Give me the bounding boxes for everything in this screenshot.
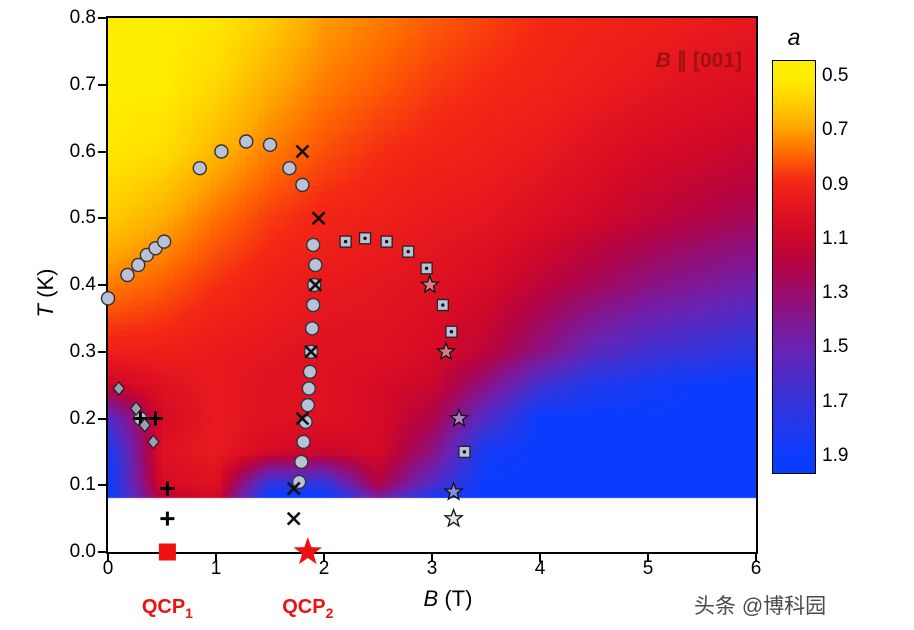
circle-marker — [239, 134, 254, 149]
y-tick-label: 0.8 — [69, 7, 96, 28]
circle-marker — [262, 137, 278, 153]
x-marker — [304, 344, 318, 359]
circle-marker — [305, 237, 321, 253]
x-tick-label: 2 — [318, 558, 330, 579]
x-axis-label: B (T) — [423, 586, 473, 611]
colorbar-tick-label: 1.7 — [822, 390, 849, 412]
circle-marker — [100, 291, 116, 306]
diamond-marker — [147, 434, 160, 450]
qcp2-red-star — [293, 537, 323, 565]
square-marker-dot — [449, 330, 454, 334]
x-marker — [295, 411, 310, 426]
x-tick-mark — [107, 554, 109, 562]
circle-marker — [305, 297, 321, 313]
circle-marker — [304, 321, 320, 336]
qcp1-label: QCP1 — [141, 596, 193, 621]
star-marker — [448, 407, 470, 428]
circle-marker — [302, 364, 318, 379]
x-tick-label: 4 — [534, 558, 546, 579]
colorbar-tick-label: 1.1 — [822, 227, 849, 249]
y-tick-mark — [98, 284, 106, 286]
y-tick-label: 0.7 — [69, 73, 96, 95]
colorbar-tick-label: 0.5 — [822, 65, 849, 87]
colorbar-tick-label: 0.7 — [822, 119, 849, 141]
colorbar — [772, 60, 816, 474]
diamond-marker — [112, 380, 126, 396]
star-marker — [443, 507, 464, 528]
plus-marker — [160, 481, 175, 496]
data-markers-layer — [100, 134, 471, 565]
circle-marker — [214, 144, 229, 159]
qcp2-label: QCP2 — [282, 596, 334, 621]
plus-marker — [160, 511, 175, 526]
y-tick-label: 0.6 — [69, 140, 96, 162]
x-tick-label: 6 — [750, 558, 762, 579]
x-tick-mark — [539, 554, 541, 562]
x-tick-mark — [647, 554, 649, 562]
y-tick-mark — [98, 17, 106, 19]
x-tick-label: 3 — [426, 558, 438, 579]
plot-area: B ∥ [001] — [100, 16, 758, 565]
y-tick-mark — [98, 83, 106, 86]
circle-marker — [301, 381, 317, 396]
y-tick-mark — [98, 150, 106, 153]
y-tick-label: 0.0 — [69, 541, 96, 562]
square-marker-dot — [462, 450, 467, 454]
square-marker-dot — [424, 266, 429, 271]
circle-marker — [131, 257, 146, 273]
circle-marker — [192, 160, 208, 176]
x-tick-label: 1 — [210, 558, 222, 579]
colorbar-label: a — [787, 24, 801, 50]
circle-marker — [308, 257, 323, 273]
star-marker — [435, 340, 457, 361]
y-tick-label: 0.1 — [69, 474, 96, 496]
y-tick-mark — [98, 551, 106, 553]
qcp1-red-square — [158, 543, 176, 561]
x-tick-mark — [431, 554, 433, 562]
x-marker — [311, 211, 326, 226]
circle-marker — [156, 234, 172, 249]
diamond-marker — [129, 400, 143, 416]
square-marker-dot — [441, 303, 445, 307]
square-marker-dot — [343, 239, 348, 244]
y-tick-label: 0.4 — [69, 274, 96, 295]
watermark: 头条 @博科园 — [694, 595, 827, 618]
square-marker-dot — [406, 249, 410, 254]
x-tick-mark — [323, 554, 325, 562]
circle-marker — [120, 267, 135, 283]
colorbar-tick-label: 0.9 — [822, 173, 849, 195]
square-marker-dot — [384, 239, 389, 244]
circle-marker — [295, 177, 310, 193]
x-tick-label: 5 — [642, 558, 654, 579]
x-tick-mark — [755, 554, 757, 562]
field-direction-symbol: B — [655, 49, 671, 72]
star-marker — [419, 274, 441, 294]
x-marker — [286, 481, 301, 496]
y-tick-label: 0.5 — [69, 207, 96, 229]
square-marker-dot — [363, 236, 367, 240]
y-tick-mark — [98, 417, 106, 420]
field-direction-label: B ∥ [001] — [655, 49, 742, 72]
star-marker — [443, 481, 464, 501]
y-tick-mark — [98, 217, 106, 220]
plus-marker — [148, 411, 163, 426]
x-tick-mark — [215, 554, 217, 562]
colorbar-tick-label: 1.3 — [822, 282, 849, 304]
diamond-marker — [138, 417, 152, 433]
x-tick-label: 0 — [102, 558, 114, 579]
colorbar-tick-label: 1.5 — [822, 336, 849, 358]
y-tick-mark — [98, 484, 106, 487]
circle-marker — [296, 434, 311, 450]
y-tick-label: 0.2 — [69, 407, 96, 429]
x-marker — [295, 144, 310, 159]
x-marker — [286, 511, 301, 526]
circle-marker — [294, 454, 309, 470]
circle-marker — [300, 397, 316, 413]
x-marker — [308, 278, 323, 292]
circle-marker — [282, 160, 297, 176]
y-tick-label: 0.3 — [69, 340, 96, 362]
colorbar-tick-label: 1.9 — [822, 444, 849, 466]
y-tick-mark — [98, 350, 106, 353]
